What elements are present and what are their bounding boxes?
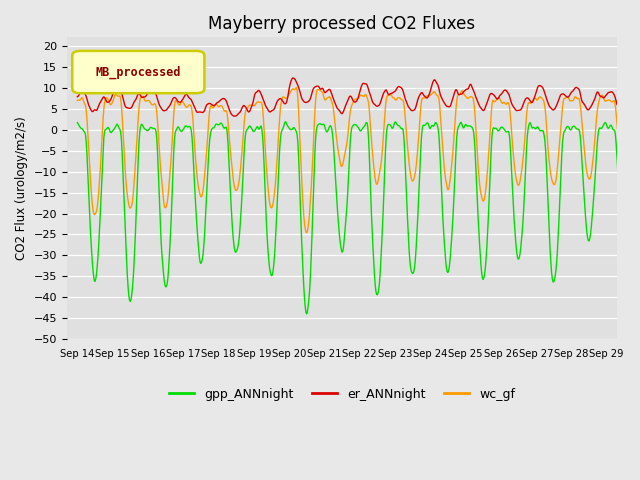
FancyBboxPatch shape	[72, 51, 204, 93]
Text: MB_processed: MB_processed	[95, 65, 181, 79]
Y-axis label: CO2 Flux (urology/m2/s): CO2 Flux (urology/m2/s)	[15, 117, 28, 260]
Title: Mayberry processed CO2 Fluxes: Mayberry processed CO2 Fluxes	[209, 15, 476, 33]
Legend: gpp_ANNnight, er_ANNnight, wc_gf: gpp_ANNnight, er_ANNnight, wc_gf	[164, 383, 520, 406]
